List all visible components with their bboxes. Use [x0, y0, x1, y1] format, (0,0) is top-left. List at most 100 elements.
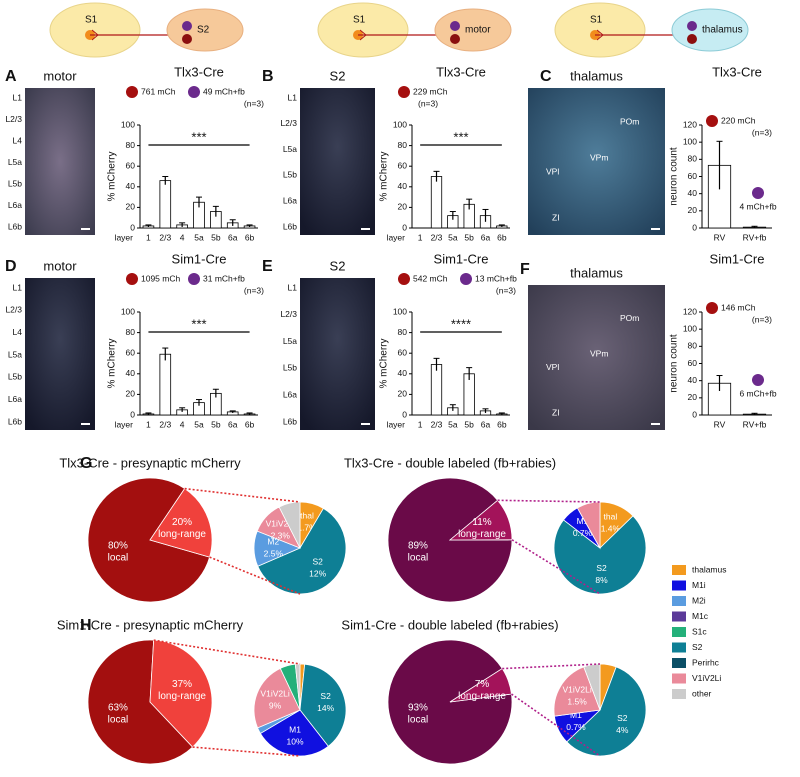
legend-swatch	[672, 673, 686, 684]
pie-title: Sim1-Cre - double labeled (fb+rabies)	[341, 617, 558, 632]
layer-label: L6a	[8, 200, 22, 210]
legend-label: M1c	[692, 611, 709, 621]
y-tick-label: 40	[398, 181, 408, 191]
slice-label: 1.7%	[297, 523, 317, 533]
s1-area	[317, 2, 409, 58]
x-tick-label: 2/3	[431, 232, 443, 242]
y-tick-label: 80	[398, 140, 408, 150]
legend-swatch	[672, 611, 686, 622]
legend-marker	[752, 187, 764, 199]
x-tick-label: 5a	[448, 232, 458, 242]
axon-head	[359, 29, 367, 41]
y-tick-label: 40	[126, 181, 136, 191]
connector	[497, 499, 601, 503]
pie-slice	[149, 488, 213, 558]
panel-letter: A	[5, 68, 17, 85]
legend-label: M1i	[692, 580, 706, 590]
slice-label: 7%	[475, 679, 490, 690]
layer-label: L4	[13, 327, 23, 337]
x-tick-label: RV+fb	[743, 232, 767, 242]
x-tick-label: RV+fb	[743, 419, 767, 429]
layer-label: L5a	[283, 336, 297, 346]
micrograph	[300, 88, 375, 235]
x-tick-label: 5a	[194, 232, 204, 242]
target-label: S2	[197, 25, 210, 36]
legend-label: thalamus	[692, 564, 727, 574]
slice-label: thal	[604, 512, 618, 522]
micrograph-title: S2	[330, 68, 346, 83]
layer-label: L1	[288, 92, 298, 102]
y-tick-label: 20	[688, 392, 698, 402]
legend-label: 13 mCh+fb	[475, 273, 517, 283]
target-cell	[182, 34, 192, 44]
target-cell	[450, 34, 460, 44]
slice-label: 2.5%	[264, 549, 284, 559]
y-tick-label: 20	[398, 202, 408, 212]
y-tick-label: 80	[126, 140, 136, 150]
x-tick-label: 5a	[448, 419, 458, 429]
layer-label: L6b	[8, 221, 22, 231]
slice-label: 2.3%	[271, 530, 291, 540]
y-tick-label: 40	[688, 375, 698, 385]
micrograph	[25, 88, 95, 235]
region-label: VPm	[590, 152, 608, 162]
target-cell	[687, 34, 697, 44]
x-tick-label: 6b	[497, 419, 507, 429]
region-label: ZI	[552, 407, 560, 417]
micrograph-title: motor	[43, 68, 77, 83]
note: (n=3)	[244, 285, 264, 295]
y-axis-label: % mCherry	[107, 338, 118, 388]
significance-label: ***	[191, 316, 206, 331]
pie-slice	[259, 709, 329, 757]
bar	[159, 353, 172, 416]
x-tick-label: 5b	[211, 232, 221, 242]
slice-label: 93%	[408, 702, 428, 713]
slice-label: S2	[312, 556, 323, 566]
y-tick-label: 40	[398, 368, 408, 378]
slice-label: S2	[596, 563, 607, 573]
y-tick-label: 80	[126, 327, 136, 337]
slice-label: long-range	[458, 529, 506, 540]
bar	[159, 180, 172, 229]
pie-slice	[253, 667, 301, 729]
region-label: ZI	[552, 212, 560, 222]
layer-label: L2/3	[5, 114, 22, 124]
pie-slice	[299, 663, 347, 747]
x-tick-label: RV	[714, 419, 726, 429]
y-tick-label: 0	[692, 222, 697, 232]
y-tick-label: 0	[692, 409, 697, 419]
layer-label: L6b	[283, 416, 297, 426]
micrograph-title: thalamus	[570, 265, 623, 280]
axon-head	[596, 29, 604, 41]
panel-letter: D	[5, 258, 17, 275]
x-tick-label: 1	[146, 419, 151, 429]
slice-label: long-range	[158, 691, 206, 702]
slice-label: 8%	[595, 575, 608, 585]
y-tick-label: 60	[126, 160, 136, 170]
x-tick-label: 1	[146, 232, 151, 242]
layer-label: L5b	[283, 363, 297, 373]
target-cell-fb	[182, 21, 192, 31]
slice-label: 63%	[108, 702, 128, 713]
slice-label: 0.7%	[566, 722, 586, 732]
x-tick-label: 2/3	[159, 232, 171, 242]
slice-label: V1iV2Li	[260, 689, 289, 699]
legend-label: S2	[692, 642, 703, 652]
pie-slice	[149, 639, 213, 748]
y-axis-label: % mCherry	[107, 151, 118, 201]
x-axis-label: layer	[115, 419, 134, 429]
legend-label: other	[692, 688, 712, 698]
y-tick-label: 100	[683, 136, 697, 146]
slice-label: 89%	[408, 540, 428, 551]
legend-marker	[126, 86, 138, 98]
layer-label: L5a	[283, 144, 297, 154]
pie-slice	[87, 477, 211, 603]
y-tick-label: 0	[402, 409, 407, 419]
y-tick-label: 60	[688, 171, 698, 181]
chart-title: Sim1-Cre	[710, 251, 765, 266]
pie-slice	[566, 666, 647, 757]
panel-letter: C	[540, 68, 552, 85]
y-axis-label: % mCherry	[379, 338, 390, 388]
region-label: POm	[620, 116, 639, 126]
